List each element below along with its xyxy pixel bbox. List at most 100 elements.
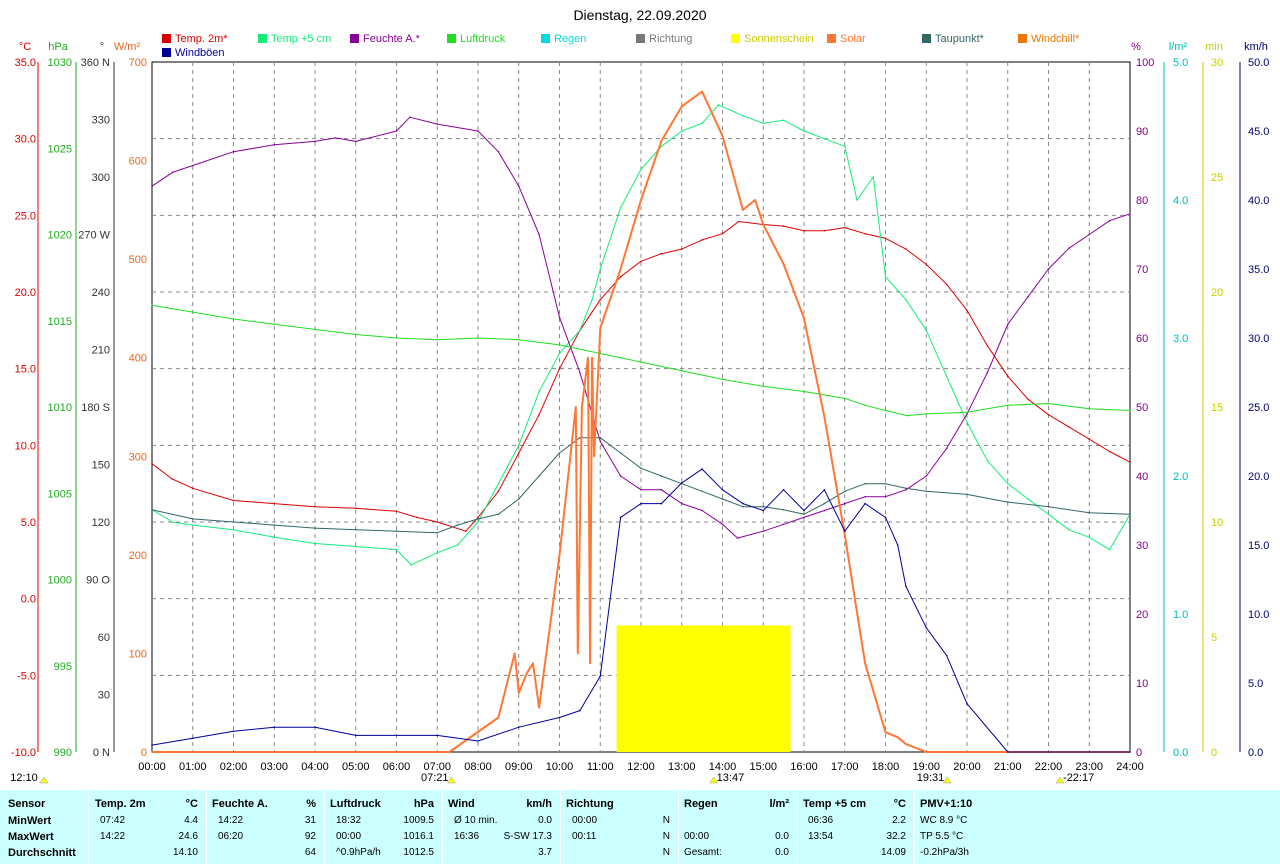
data-point [742, 505, 744, 508]
data-point [966, 702, 968, 705]
data-point [538, 706, 540, 709]
x-tick-label: 22:00 [1035, 761, 1063, 773]
data-point [986, 344, 989, 347]
data-point [1088, 438, 1091, 441]
data-point [782, 263, 785, 265]
data-point [587, 356, 589, 359]
sunshine-tick-label: 5 [1211, 632, 1217, 644]
data-point [497, 490, 500, 493]
event-markers: 12:10 07:21 13:47 19:31 -22:17 [10, 772, 1094, 784]
stats-separator [678, 790, 679, 864]
temp-tick-label: 35.0 [15, 57, 36, 69]
data-point [192, 311, 194, 313]
direction-tick-label: 60 [98, 632, 110, 644]
data-point [660, 475, 663, 477]
data-point [925, 475, 928, 477]
stats-cell: 00:11 [572, 831, 597, 842]
data-point [518, 726, 520, 728]
data-point [477, 521, 479, 523]
x-tick-label: 08:00 [464, 761, 492, 773]
data-point [192, 524, 194, 526]
data-point [986, 459, 989, 462]
data-point [660, 252, 663, 255]
data-point [640, 199, 642, 201]
data-point [1007, 482, 1009, 485]
x-tick-label: 18:00 [872, 761, 900, 773]
temp-tick-label: 25.0 [15, 210, 36, 222]
temp-tick-label: 15.0 [15, 364, 36, 376]
x-tick-label: 19:00 [912, 761, 940, 773]
x-tick-label: 04:00 [301, 761, 329, 773]
data-point [538, 475, 540, 477]
direction-tick-label: 210 [92, 345, 110, 357]
stats-separator [324, 790, 325, 864]
stats-header: km/h [526, 798, 552, 810]
axis-labels: 00:00 01:00 02:00 03:00 04:00 05:00 06:00 07:00… [11, 41, 1270, 773]
stats-cell: 06:36 [808, 815, 834, 826]
data-point [966, 411, 968, 414]
data-point [513, 652, 516, 655]
data-point [640, 467, 642, 470]
data-point [884, 237, 887, 240]
data-point [579, 436, 581, 439]
data-point [192, 164, 194, 167]
sunshine-tick-label: 10 [1211, 517, 1223, 529]
noon-marker [709, 776, 719, 784]
data-point [905, 743, 907, 745]
data-point [532, 662, 534, 665]
data-point [558, 716, 561, 719]
data-point [355, 333, 357, 336]
x-tick-label: 21:00 [994, 761, 1022, 773]
data-point [436, 531, 439, 534]
direction-tick-label: 240 [92, 287, 110, 299]
stats-header: Temp +5 cm [803, 798, 867, 810]
data-point [518, 498, 520, 500]
data-point [526, 672, 528, 674]
data-point [436, 551, 439, 554]
wind-tick-label: 10.0 [1248, 609, 1269, 621]
data-point [640, 489, 642, 491]
data-point [273, 524, 276, 526]
pressure-tick-label: 1010 [48, 402, 72, 414]
data-point [823, 416, 826, 418]
data-point [518, 452, 520, 454]
data-point [856, 199, 858, 201]
stats-header: % [306, 798, 316, 810]
data-point [477, 740, 479, 742]
series-line [151, 104, 1131, 566]
data-point [925, 263, 928, 266]
data-point [762, 505, 765, 508]
data-point [1027, 398, 1029, 401]
stats-header: Regen [684, 798, 718, 810]
data-point [171, 478, 174, 480]
data-point [436, 123, 439, 125]
data-point [497, 150, 500, 153]
stats-cell: ^0.9hPa/h [336, 847, 381, 858]
legend-swatch [922, 34, 931, 43]
data-point [314, 527, 316, 529]
humidity-tick-label: 80 [1136, 195, 1148, 207]
data-point [1129, 751, 1131, 753]
data-point [782, 508, 785, 511]
data-point [803, 509, 805, 512]
x-tick-label: 05:00 [342, 761, 370, 773]
data-point [717, 104, 720, 106]
pressure-unit: hPa [48, 41, 68, 53]
sunshine-tick-label: 30 [1211, 57, 1223, 69]
data-point [905, 487, 907, 490]
data-point [844, 397, 846, 400]
data-point [314, 505, 316, 508]
data-point [884, 731, 887, 734]
stats-cell: N [662, 847, 670, 858]
legend-label: Taupunkt* [935, 33, 985, 45]
data-point [925, 627, 928, 629]
humidity-tick-label: 50 [1136, 402, 1148, 414]
stats-cell: N [662, 815, 670, 826]
stats-header: Luftdruck [330, 798, 381, 810]
stats-cell: 2.2 [892, 815, 906, 826]
data-point [736, 537, 739, 539]
data-point [314, 542, 316, 545]
data-point [884, 495, 887, 498]
data-point [660, 502, 663, 505]
data-point [591, 298, 593, 301]
